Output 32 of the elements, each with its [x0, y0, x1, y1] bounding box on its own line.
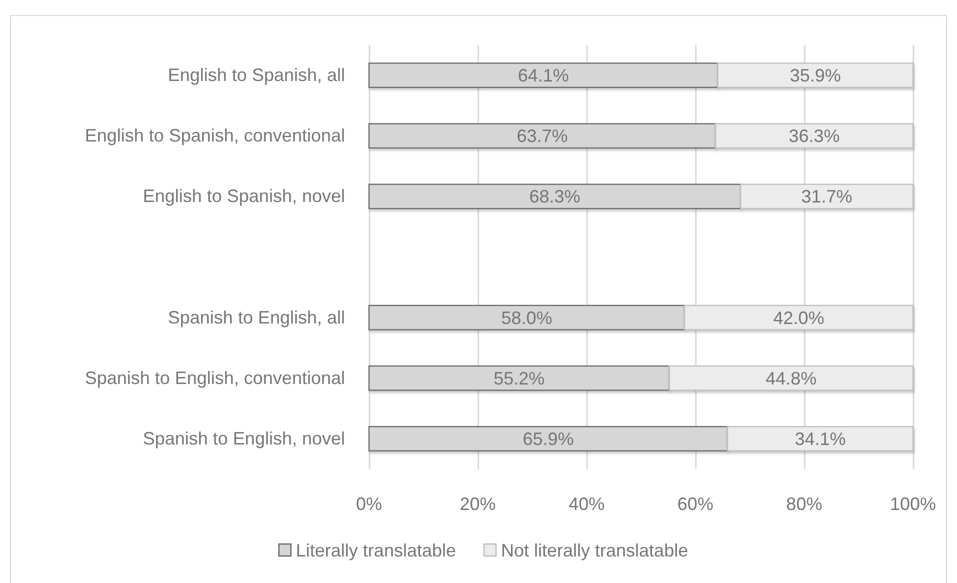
data-label: 55.2% [494, 368, 545, 388]
y-tick-label: English to Spanish, conventional [84, 126, 345, 146]
data-label: 68.3% [529, 186, 580, 207]
x-tick-label: 80% [786, 494, 822, 514]
y-tick-label: Spanish to English, conventional [84, 368, 345, 388]
data-label: 63.7% [516, 126, 568, 146]
x-tick-label: 20% [460, 494, 496, 514]
x-tick-label: 0% [356, 494, 382, 514]
bar [740, 184, 914, 210]
bar [714, 123, 914, 149]
data-label: 64.1% [518, 66, 569, 86]
bar [717, 62, 914, 88]
x-tick-label: 40% [568, 494, 605, 514]
bar [726, 426, 914, 452]
bar [668, 365, 914, 391]
data-label: 44.8% [766, 368, 817, 388]
data-label: 35.9% [790, 66, 841, 86]
data-label: 42.0% [773, 308, 824, 328]
legend-label: Not literally translatable [501, 540, 688, 560]
data-label: 31.7% [801, 186, 852, 207]
data-label: 58.0% [501, 308, 552, 328]
data-label: 34.1% [794, 429, 846, 450]
bar [684, 304, 914, 330]
legend-label: Literally translatable [296, 540, 456, 560]
y-tick-label: English to Spanish, novel [142, 186, 345, 206]
x-tick-label: 100% [890, 494, 936, 514]
y-tick-label: Spanish to English, novel [142, 428, 345, 448]
x-tick-label: 60% [677, 494, 714, 514]
y-tick-label: Spanish to English, all [168, 307, 345, 328]
y-tick-label: English to Spanish, all [168, 65, 345, 86]
data-label: 65.9% [522, 429, 574, 450]
data-label: 36.3% [788, 126, 840, 146]
